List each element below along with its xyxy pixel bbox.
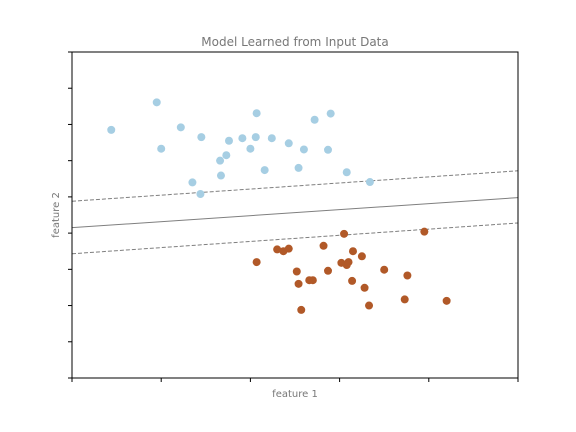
point-class1-1 xyxy=(273,245,282,254)
point-class0-9 xyxy=(222,151,231,160)
margin-line-1 xyxy=(71,170,519,202)
point-class0-16 xyxy=(267,134,276,143)
point-class1-8 xyxy=(308,276,317,285)
point-class0-19 xyxy=(299,145,308,154)
decision-boundary-line xyxy=(71,197,519,229)
point-class1-16 xyxy=(348,247,357,256)
margin-line-2 xyxy=(71,222,519,255)
point-class1-3 xyxy=(284,244,293,253)
data-points xyxy=(107,98,451,314)
point-class0-17 xyxy=(284,139,293,148)
point-class1-5 xyxy=(294,279,303,288)
point-class1-23 xyxy=(420,227,429,236)
axis-ticks xyxy=(68,51,519,382)
point-class0-4 xyxy=(188,178,197,187)
point-class1-20 xyxy=(380,265,389,274)
y-axis-label: feature 2 xyxy=(51,192,62,238)
point-class1-24 xyxy=(442,296,451,305)
point-class0-14 xyxy=(252,109,261,118)
point-class0-2 xyxy=(157,144,166,153)
point-class1-15 xyxy=(348,276,357,285)
point-class0-8 xyxy=(216,171,225,180)
x-axis-label: feature 1 xyxy=(272,389,318,400)
point-class1-12 xyxy=(340,229,349,238)
plot-frame xyxy=(71,51,519,379)
point-class1-6 xyxy=(297,305,306,314)
point-class0-5 xyxy=(196,189,205,198)
point-class0-15 xyxy=(260,166,269,175)
point-class0-21 xyxy=(324,145,333,154)
point-class1-4 xyxy=(292,267,301,276)
point-class0-0 xyxy=(107,125,116,134)
point-class1-19 xyxy=(365,301,374,310)
point-class0-6 xyxy=(197,133,206,142)
point-class0-11 xyxy=(238,134,247,143)
point-class1-10 xyxy=(324,266,333,275)
point-class0-23 xyxy=(342,168,351,177)
point-class0-20 xyxy=(310,115,319,124)
point-class0-10 xyxy=(224,136,233,145)
decision-lines xyxy=(71,170,519,255)
point-class1-17 xyxy=(357,252,366,261)
point-class0-13 xyxy=(251,133,260,142)
point-class1-22 xyxy=(403,271,412,280)
point-class0-1 xyxy=(152,98,161,107)
point-class0-24 xyxy=(365,178,374,187)
point-class0-7 xyxy=(216,156,225,165)
point-class1-14 xyxy=(344,258,353,267)
point-class1-21 xyxy=(400,295,409,304)
point-class0-18 xyxy=(294,163,303,172)
point-class1-0 xyxy=(252,258,261,267)
point-class1-9 xyxy=(319,241,328,250)
point-class0-3 xyxy=(176,123,185,132)
point-class0-12 xyxy=(246,144,255,153)
point-class1-18 xyxy=(360,283,369,292)
point-class0-22 xyxy=(326,109,335,118)
chart-title: Model Learned from Input Data xyxy=(201,35,388,49)
